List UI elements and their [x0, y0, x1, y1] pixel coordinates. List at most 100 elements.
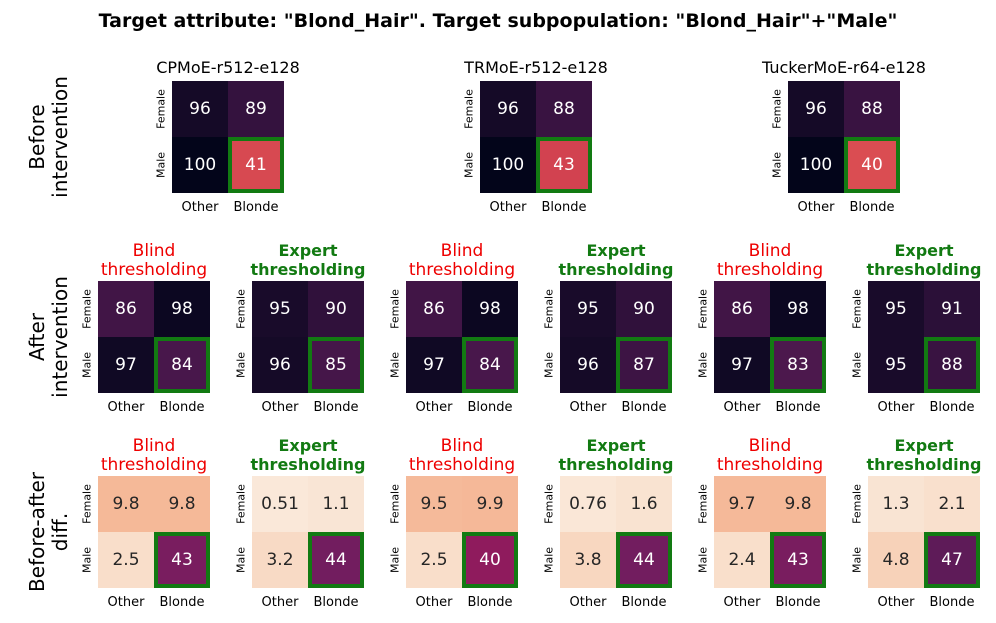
cell-value-label: 44	[633, 550, 655, 570]
panel-title-line2: thresholding	[717, 260, 823, 280]
panel-title-line2: thresholding	[409, 455, 515, 475]
y-tick-label: Male	[697, 547, 710, 573]
cell-value-label: 96	[577, 355, 599, 375]
panel-title-line1: Expert	[278, 436, 337, 455]
cell-value-label: 2.5	[420, 550, 447, 570]
cell-value-label: 3.8	[574, 550, 601, 570]
x-tick-label: Other	[182, 200, 220, 215]
x-tick-label: Blonde	[622, 400, 667, 415]
cell-value-label: 2.4	[728, 550, 755, 570]
x-tick-label: Other	[416, 400, 454, 415]
cell-value-label: 88	[553, 99, 575, 119]
y-tick-label: Female	[463, 89, 476, 129]
cell-value-label: 96	[805, 99, 827, 119]
panel-title-line2: thresholding	[251, 455, 366, 474]
cell-value-label: 43	[171, 550, 193, 570]
x-tick-label: Blonde	[776, 595, 821, 610]
heatmap-cell	[98, 476, 154, 532]
x-tick-label: Blonde	[930, 595, 975, 610]
heatmap-cell	[616, 532, 672, 588]
cell-value-label: 90	[633, 299, 655, 319]
cell-value-label: 47	[941, 550, 963, 570]
cell-value-label: 88	[861, 99, 883, 119]
highlight-box	[308, 337, 364, 393]
highlight-box	[154, 532, 210, 588]
cell-value-label: 98	[787, 299, 809, 319]
heatmap-cell	[462, 281, 518, 337]
y-tick-label: Male	[81, 547, 94, 573]
heatmap-cell	[616, 476, 672, 532]
panel-title-line1: Blind	[133, 241, 176, 261]
cell-value-label: 100	[184, 155, 216, 175]
y-tick-label: Female	[155, 89, 168, 129]
cell-value-label: 90	[325, 299, 347, 319]
x-tick-label: Other	[108, 595, 146, 610]
cell-value-label: 85	[325, 355, 347, 375]
cell-value-label: 9.9	[476, 494, 503, 514]
heatmap-cell	[172, 81, 228, 137]
cell-value-label: 88	[941, 355, 963, 375]
cell-value-label: 95	[885, 355, 907, 375]
cell-value-label: 84	[171, 355, 193, 375]
x-tick-label: Blonde	[468, 595, 513, 610]
panel-title: TRMoE-r512-e128	[463, 58, 608, 77]
x-tick-label: Blonde	[160, 400, 205, 415]
cell-value-label: 2.1	[938, 494, 965, 514]
cell-value-label: 44	[325, 550, 347, 570]
heatmap-cell	[228, 137, 284, 193]
panel-title-line2: thresholding	[867, 260, 982, 279]
panel-title-line1: Blind	[441, 436, 484, 456]
panel-title-line1: Blind	[749, 241, 792, 261]
highlight-box	[308, 532, 364, 588]
cell-value-label: 86	[115, 299, 137, 319]
heatmap-cell	[844, 81, 900, 137]
panel-title: CPMoE-r512-e128	[156, 58, 300, 77]
heatmap-cell	[924, 476, 980, 532]
heatmap-cell	[406, 532, 462, 588]
y-tick-label: Male	[543, 352, 556, 378]
figure-title: Target attribute: "Blond_Hair". Target s…	[99, 10, 898, 32]
y-tick-label: Female	[697, 289, 710, 329]
panel-title-line2: thresholding	[409, 260, 515, 280]
y-tick-label: Male	[851, 352, 864, 378]
row-label: Before-after	[25, 471, 49, 592]
cell-value-label: 43	[787, 550, 809, 570]
heatmap-cell	[308, 476, 364, 532]
cell-value-label: 95	[269, 299, 291, 319]
panel-title-line1: Expert	[894, 436, 953, 455]
y-tick-label: Female	[81, 484, 94, 524]
heatmap-cell	[770, 337, 826, 393]
heatmap-cell	[868, 337, 924, 393]
panel-title-line1: Expert	[278, 241, 337, 260]
heatmap-cell	[714, 337, 770, 393]
cell-value-label: 41	[245, 155, 267, 175]
cell-value-label: 9.5	[420, 494, 447, 514]
highlight-box	[462, 337, 518, 393]
cell-value-label: 87	[633, 355, 655, 375]
cell-value-label: 95	[577, 299, 599, 319]
highlight-box	[770, 532, 826, 588]
cell-value-label: 95	[885, 299, 907, 319]
row-label: After	[25, 312, 49, 361]
cell-value-label: 9.8	[784, 494, 811, 514]
cell-value-label: 3.2	[266, 550, 293, 570]
heatmap-cell	[560, 532, 616, 588]
panel-title-line1: Expert	[586, 241, 645, 260]
heatmap-cell	[770, 476, 826, 532]
y-tick-label: Male	[543, 547, 556, 573]
row-label: intervention	[48, 276, 72, 398]
heatmap-cell	[406, 337, 462, 393]
y-tick-label: Male	[389, 547, 402, 573]
cell-value-label: 83	[787, 355, 809, 375]
heatmap-cell	[154, 337, 210, 393]
cell-value-label: 40	[861, 155, 883, 175]
highlight-box	[616, 337, 672, 393]
heatmap-cell	[462, 337, 518, 393]
cell-value-label: 86	[731, 299, 753, 319]
y-tick-label: Male	[389, 352, 402, 378]
heatmap-cell	[560, 281, 616, 337]
y-tick-label: Female	[235, 289, 248, 329]
cell-value-label: 98	[171, 299, 193, 319]
heatmap-cell	[770, 532, 826, 588]
x-tick-label: Other	[262, 595, 300, 610]
